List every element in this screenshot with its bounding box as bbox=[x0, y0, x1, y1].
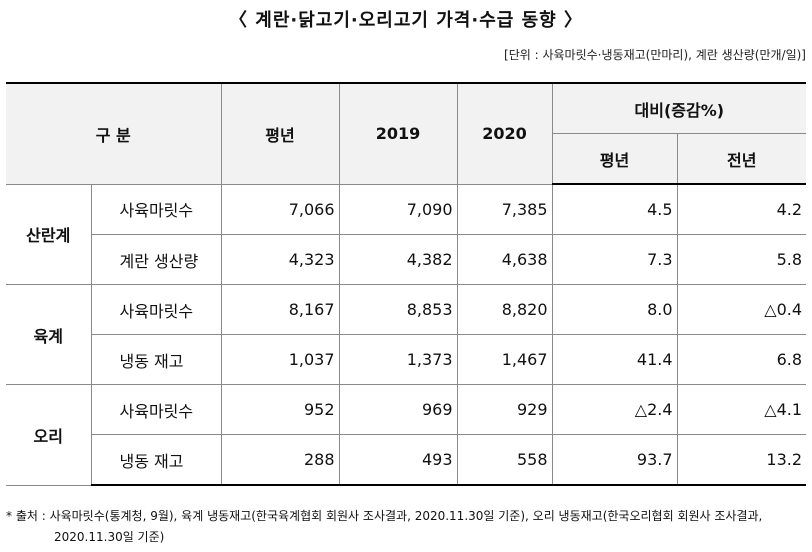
cell-vs-avg: 8.0 bbox=[551, 284, 678, 335]
table-row: 산란계 사육마릿수 7,066 7,090 7,385 4.5 4.2 bbox=[6, 183, 807, 285]
cell-vs-prev: 4.2 bbox=[676, 183, 807, 235]
cell-avg: 1,037 bbox=[220, 334, 340, 385]
group-label: 오리 bbox=[6, 384, 92, 486]
group-label: 육계 bbox=[6, 284, 92, 385]
header-2019: 2019 bbox=[338, 82, 458, 185]
header-vs-avg: 평년 bbox=[552, 133, 678, 185]
unit-note: [단위 : 사육마릿수·냉동재고(만마리), 계란 생산량(만개/일)] bbox=[504, 48, 806, 62]
page-title: 〈 계란·닭고기·오리고기 가격·수급 동향 〉 bbox=[229, 10, 583, 31]
cell-vs-prev: 6.8 bbox=[676, 334, 807, 385]
cell-vs-prev: △4.1 bbox=[676, 384, 807, 435]
cell-vs-prev: 5.8 bbox=[676, 234, 807, 285]
cell-vs-avg: △2.4 bbox=[551, 384, 678, 435]
cell-2019: 969 bbox=[338, 384, 458, 435]
footnote: * 출처 : 사육마릿수(통계청, 9월), 육계 냉동재고(한국육계협회 회원… bbox=[6, 506, 808, 548]
cell-2019: 8,853 bbox=[338, 284, 458, 335]
cell-2019: 4,382 bbox=[338, 234, 458, 285]
cell-2020: 1,467 bbox=[456, 334, 553, 385]
cell-2020: 558 bbox=[456, 434, 553, 486]
table-row: 냉동 재고 288 493 558 93.7 13.2 bbox=[6, 434, 807, 486]
row-item: 사육마릿수 bbox=[90, 284, 222, 335]
cell-avg: 7,066 bbox=[220, 183, 340, 235]
header-category: 구 분 bbox=[6, 82, 222, 185]
cell-avg: 952 bbox=[220, 384, 340, 435]
cell-vs-prev: △0.4 bbox=[676, 284, 807, 335]
cell-2020: 8,820 bbox=[456, 284, 553, 335]
header-avg: 평년 bbox=[220, 82, 340, 185]
group-label: 산란계 bbox=[6, 183, 92, 285]
footnote-line-2: 2020.11.30일 기준) bbox=[54, 530, 165, 544]
cell-avg: 8,167 bbox=[220, 284, 340, 335]
cell-2019: 1,373 bbox=[338, 334, 458, 385]
cell-2019: 493 bbox=[338, 434, 458, 486]
table-row: 육계 사육마릿수 8,167 8,853 8,820 8.0 △0.4 bbox=[6, 284, 807, 385]
table-row: 오리 사육마릿수 952 969 929 △2.4 △4.1 bbox=[6, 384, 807, 486]
cell-avg: 4,323 bbox=[220, 234, 340, 285]
cell-2020: 4,638 bbox=[456, 234, 553, 285]
cell-vs-avg: 4.5 bbox=[551, 183, 678, 235]
cell-2019: 7,090 bbox=[338, 183, 458, 235]
row-item: 사육마릿수 bbox=[90, 183, 222, 235]
footnote-line-1: * 출처 : 사육마릿수(통계청, 9월), 육계 냉동재고(한국육계협회 회원… bbox=[6, 509, 763, 523]
table-row: 냉동 재고 1,037 1,373 1,467 41.4 6.8 bbox=[6, 334, 807, 385]
cell-2020: 929 bbox=[456, 384, 553, 435]
row-item: 사육마릿수 bbox=[90, 384, 222, 435]
supply-table: 구 분 평년 2019 2020 대비(증감%) 평년 전년 산란계 사육마릿수… bbox=[6, 82, 807, 486]
row-item: 냉동 재고 bbox=[91, 334, 222, 385]
row-item: 냉동 재고 bbox=[91, 434, 222, 486]
cell-vs-avg: 7.3 bbox=[551, 234, 678, 285]
header-compare: 대비(증감%) bbox=[551, 82, 807, 134]
cell-vs-avg: 93.7 bbox=[551, 434, 678, 486]
header-2020: 2020 bbox=[456, 82, 553, 185]
cell-vs-avg: 41.4 bbox=[551, 334, 678, 385]
cell-avg: 288 bbox=[220, 434, 340, 486]
table-row: 계란 생산량 4,323 4,382 4,638 7.3 5.8 bbox=[6, 234, 807, 285]
cell-vs-prev: 13.2 bbox=[676, 434, 807, 486]
cell-2020: 7,385 bbox=[456, 183, 553, 235]
header-vs-prev: 전년 bbox=[676, 133, 807, 185]
row-item: 계란 생산량 bbox=[91, 234, 222, 285]
